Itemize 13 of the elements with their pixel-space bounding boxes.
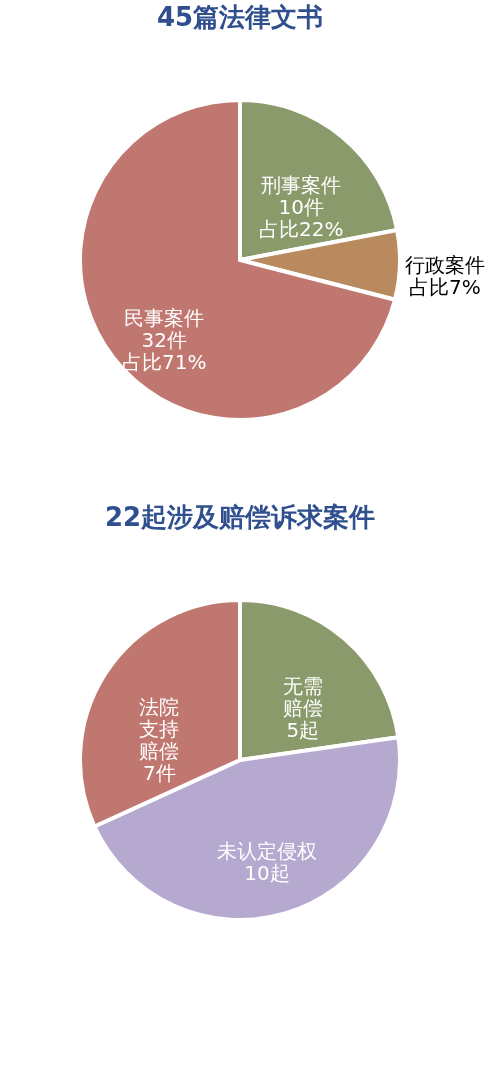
slice-label: 民事案件 <box>124 305 205 330</box>
slice-label: 刑事案件 <box>261 173 342 198</box>
slice-label: 未认定侵权 <box>217 839 318 864</box>
slice-label: 行政案件 <box>404 253 485 278</box>
chart-title: 22起涉及赔偿诉求案件 <box>104 502 376 532</box>
slice-label: 无需赔偿 <box>282 674 323 721</box>
data-label: 10起 <box>244 861 290 886</box>
chart-title: 45篇法律文书 <box>156 2 324 32</box>
data-label: 占比7% <box>409 275 481 300</box>
data-label: 5起 <box>286 718 320 743</box>
data-label: 7件 <box>142 761 176 786</box>
slice-label: 法院支持赔偿 <box>139 695 180 764</box>
data-label: 10件占比22% <box>258 195 344 242</box>
